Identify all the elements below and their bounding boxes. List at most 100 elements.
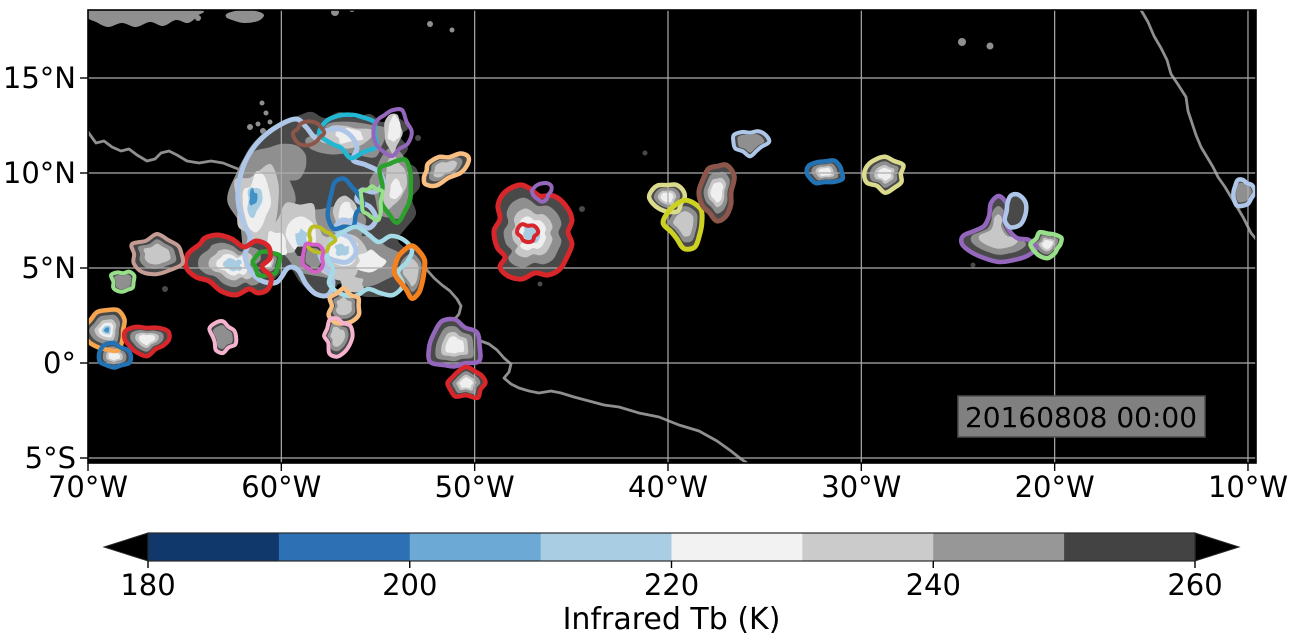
cluster-fill-rosybrown-ring-L2	[143, 243, 171, 265]
x-tick-label-30: 30°W	[821, 470, 901, 504]
cluster-fill-yellow-39w-L2	[673, 211, 694, 237]
colorbar-tick-label-200: 200	[382, 568, 437, 602]
island-dot	[349, 10, 355, 12]
cluster-outline-orange-bluecore	[88, 307, 127, 354]
island-dot	[986, 42, 994, 50]
cluster-fill-lightblue-36w-L1	[737, 133, 765, 153]
tb-field-fill-21	[356, 249, 387, 273]
cluster-outline-red-west	[182, 232, 274, 298]
colorbar-tick-label-220: 220	[644, 568, 699, 602]
cluster-outline-lightblue-36w	[731, 129, 772, 159]
tb-field-fill-28	[249, 188, 258, 206]
cluster-fill-pink-ring-2-L2	[330, 326, 346, 347]
colorbar-segment-180	[148, 533, 280, 561]
colorbar-tick-label-260: 260	[1167, 568, 1222, 602]
tb-field-fill-23	[338, 201, 355, 222]
colorbar-segment-230	[802, 533, 934, 561]
x-tick-label-40: 40°W	[628, 470, 708, 504]
cluster-outline-lightblue-east-c	[1231, 177, 1256, 209]
timestamp-box	[957, 395, 1206, 438]
island-hispaniola	[88, 10, 205, 28]
cluster-outline-lightblue-top-ring	[1002, 191, 1029, 230]
y-tick-label-0: 0°	[43, 346, 76, 380]
cluster-outline-purple-top	[371, 107, 414, 159]
colorbar-tick-label-240: 240	[906, 568, 961, 602]
cluster-fill-pink-ring-1-L1	[212, 325, 233, 349]
island-puerto-rico	[225, 10, 265, 24]
island-dot	[195, 15, 201, 21]
cluster-outline-pink-ring-1	[207, 319, 239, 356]
cluster-fill-blue-ring-west-L3	[108, 351, 121, 361]
coastline-africa-coast	[1139, 10, 1256, 241]
cluster-outline-lightgreen-small	[109, 269, 137, 294]
y-tick-label-10: 10°N	[3, 156, 76, 190]
island-dot	[255, 121, 261, 127]
colorbar-segment-220	[671, 533, 803, 561]
cluster-fill-red-small-west-L3	[138, 334, 156, 346]
cluster-outline-red-small-west	[121, 324, 172, 359]
island-dot	[958, 38, 966, 46]
cluster-outline-lightgreen-east	[1028, 229, 1064, 261]
x-tick-label-50: 50°W	[435, 470, 515, 504]
island-dot	[331, 10, 339, 16]
x-tick-label-20: 20°W	[1015, 470, 1095, 504]
colorbar-label: Infrared Tb (K)	[563, 602, 781, 637]
cloud-speck	[162, 286, 168, 292]
map-area: 20160808 00:00	[88, 10, 1256, 463]
y-tick-label-5: 5°N	[21, 251, 76, 285]
island-dot	[267, 119, 273, 125]
island-dot	[247, 124, 253, 130]
cluster-outline-olive-ring	[306, 224, 338, 255]
colorbar: 180 200 220 240 260 Infrared Tb (K)	[102, 532, 1241, 637]
island-dot	[449, 27, 455, 33]
cluster-fill-purple-51w-L3	[445, 336, 465, 354]
y-tick-label--5: 5°S	[25, 441, 76, 475]
tb-field-fill-27	[334, 243, 350, 257]
cluster-outline-red-mid-atl	[491, 182, 575, 282]
cluster-fill-red-south-L3	[459, 377, 474, 389]
cloud-speck	[970, 262, 976, 268]
cluster-fill-lightgreen-east-L3	[1041, 239, 1053, 250]
cluster-outline-brown-small	[290, 119, 327, 148]
tb-field-fill-24	[389, 178, 403, 200]
cluster-outline-pink-ring-2	[322, 316, 355, 359]
colorbar-segment-250	[1064, 533, 1196, 561]
cluster-outline-palecyan-south	[324, 224, 415, 299]
colorbar-over-arrow	[1194, 532, 1241, 562]
y-tick-label-15: 15°N	[3, 61, 76, 95]
colorbar-under-arrow	[102, 532, 149, 562]
cluster-outline-purple-east	[958, 193, 1039, 265]
cluster-fill-purple-east-L2	[978, 214, 1018, 249]
cluster-fill-group-lightorange-elong	[423, 153, 469, 187]
colorbar-segment-240	[933, 533, 1065, 561]
cluster-outline-blue-ring-west	[96, 340, 134, 370]
island-dot	[259, 100, 265, 106]
cluster-outline-green-mid	[377, 156, 414, 225]
cluster-outline-group-lightorange-elong	[421, 151, 472, 189]
cluster-fill-lightorange-ring-L2	[335, 296, 352, 316]
colorbar-segment-210	[540, 533, 673, 561]
cluster-outline-yellow-39w	[660, 197, 705, 252]
colorbar-tick-label-180: 180	[120, 568, 175, 602]
cluster-outline-rosybrown-ring	[129, 232, 186, 277]
cluster-outline-lightgreen-ring	[358, 184, 385, 223]
tb-field-fill-22	[387, 114, 401, 142]
cloud-speck	[537, 281, 543, 287]
x-tick-label-70: 70°W	[48, 470, 128, 504]
cluster-outline-purple-mini	[529, 180, 554, 204]
cluster-fill-brown-37w-L3	[710, 182, 724, 203]
cluster-outline-cyan-top	[316, 112, 380, 161]
cluster-outline-main-complex	[235, 116, 386, 299]
cluster-outline-orchid-ring	[300, 241, 326, 274]
cluster-fill-blue-32w-L3	[818, 167, 832, 177]
cluster-fill-orange-c-L2	[402, 258, 419, 287]
x-tick-label-60: 60°W	[241, 470, 321, 504]
cluster-fill-khaki-ring-1-L3	[660, 192, 674, 203]
timestamp-label: 20160808 00:00	[965, 401, 1197, 434]
x-tick-label-10: 10°W	[1208, 470, 1288, 504]
cluster-outline-red-south	[445, 364, 488, 401]
cluster-outline-brown-37w	[696, 162, 737, 224]
tb-field-fill-26	[295, 228, 308, 247]
